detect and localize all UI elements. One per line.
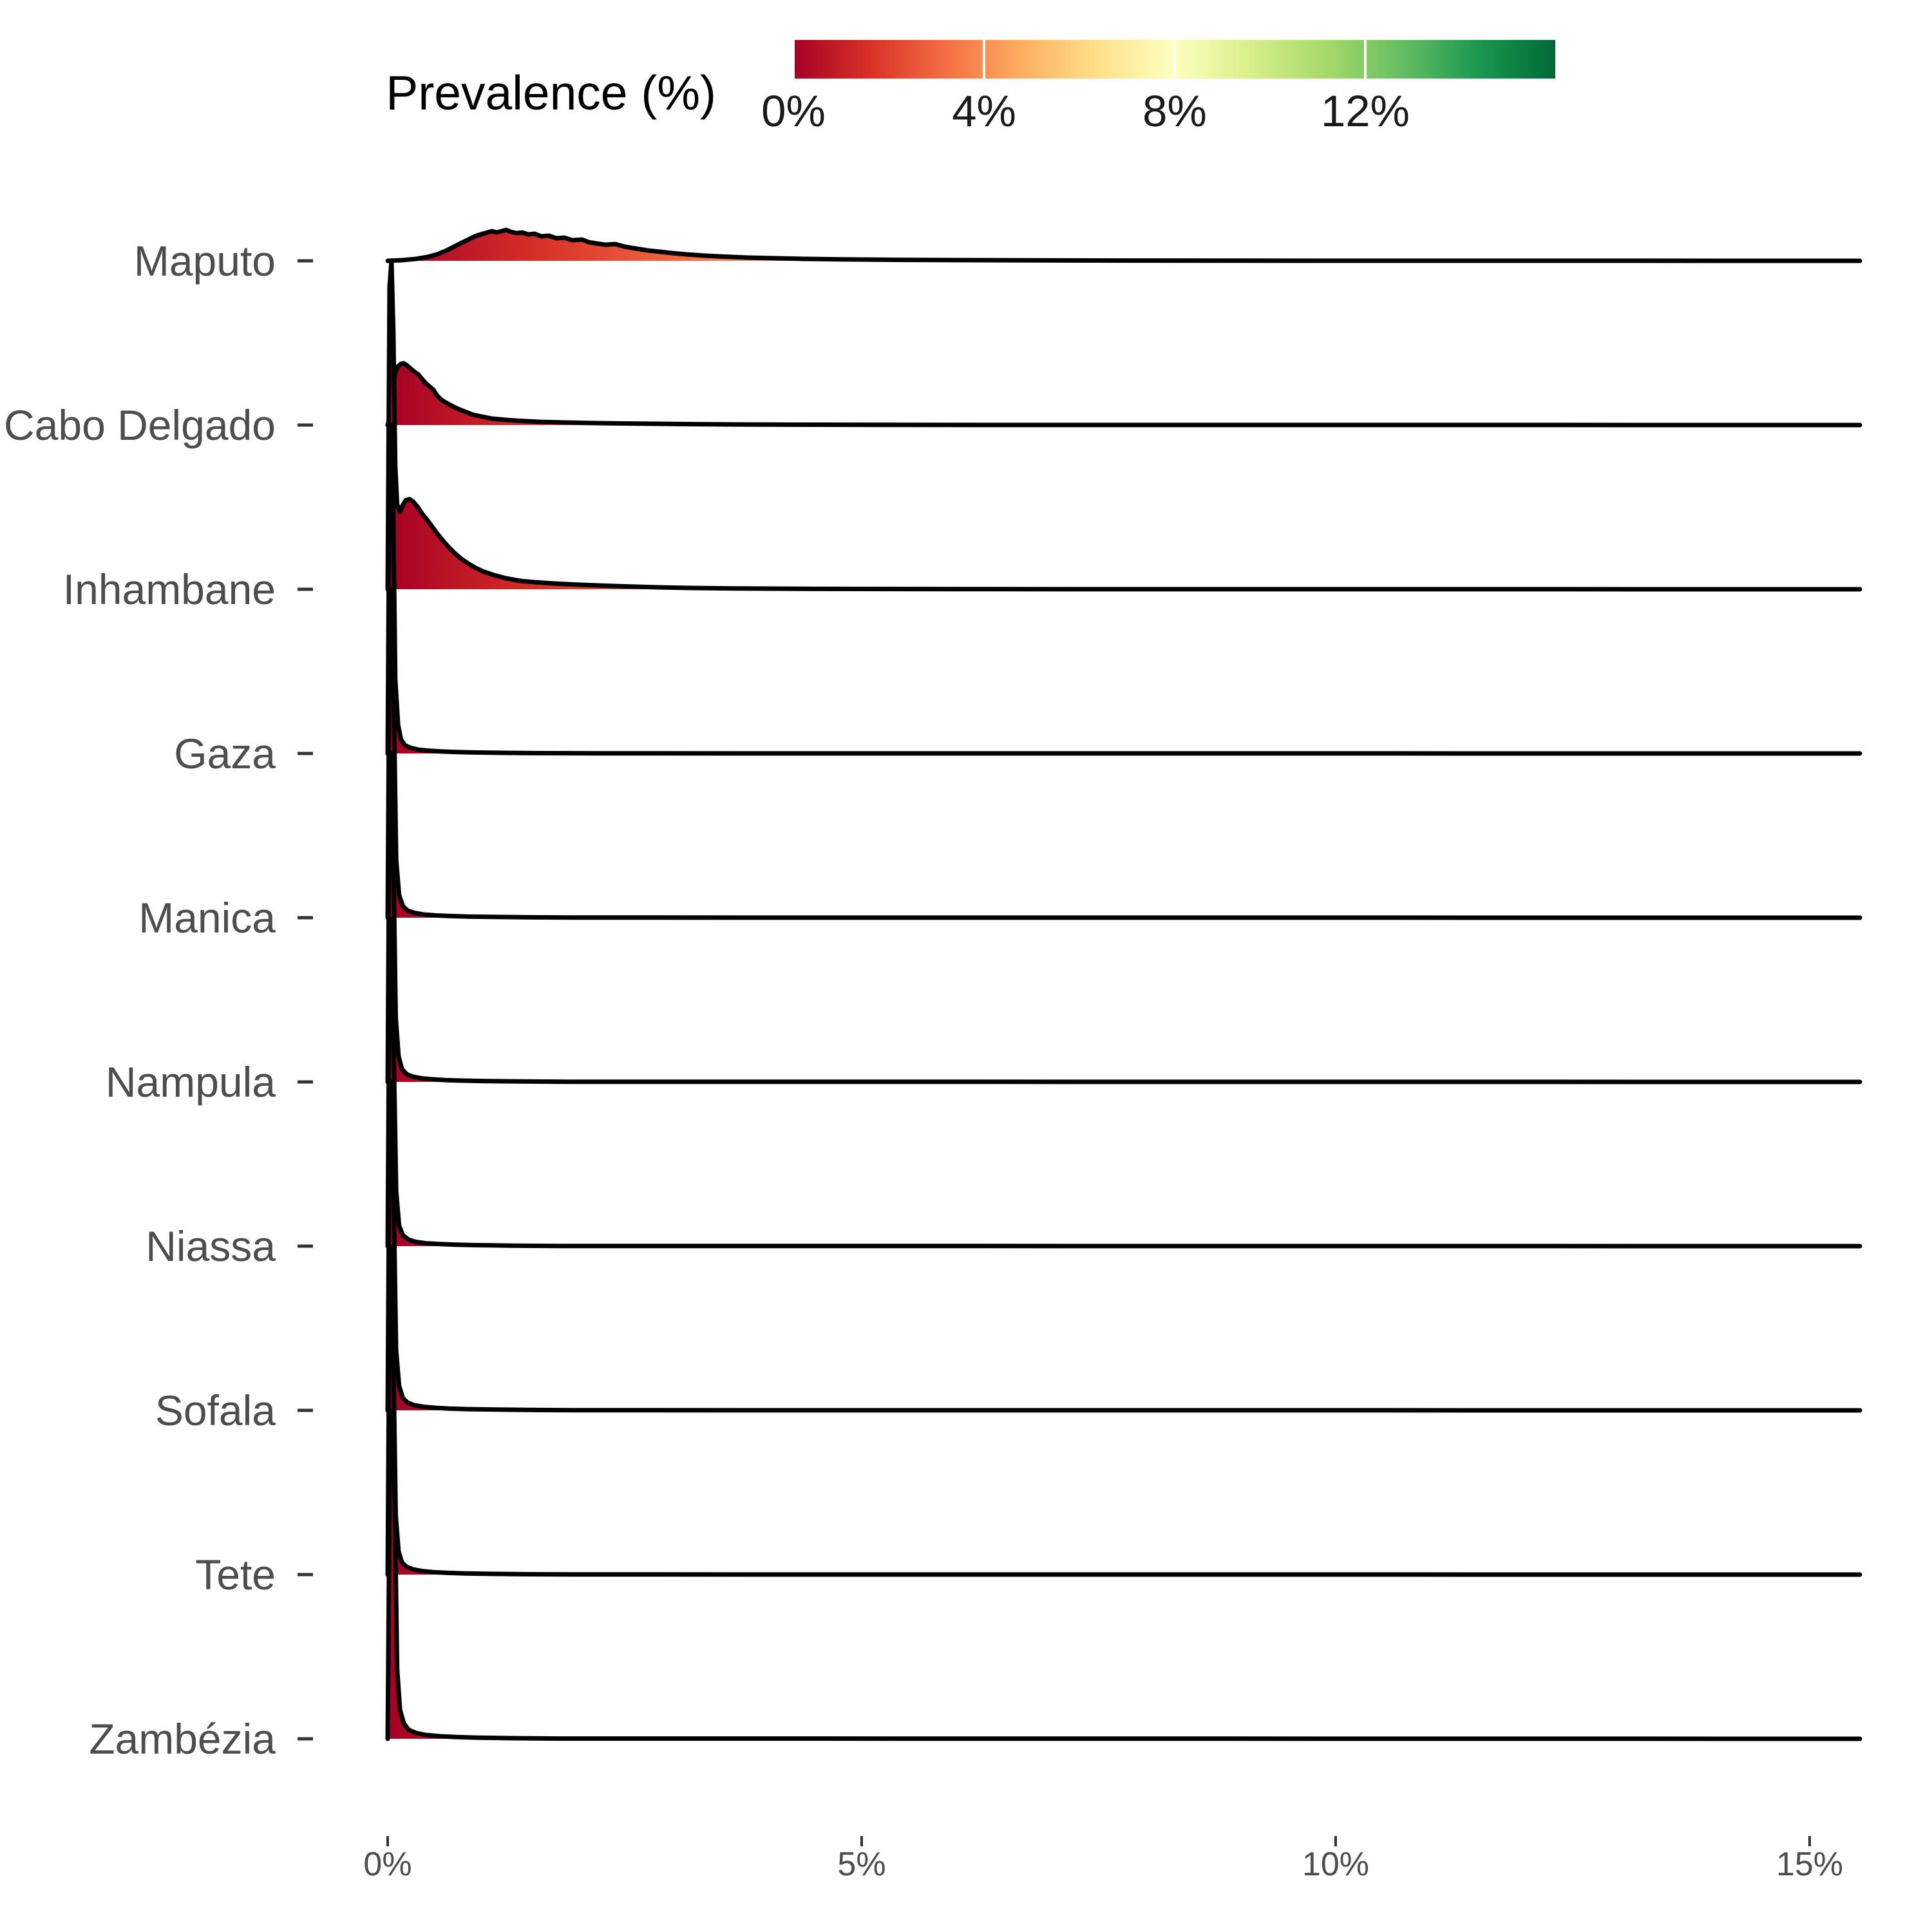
- ridge-sofala: [385, 1079, 1862, 1413]
- y-axis-label-cabo-delgado: Cabo Delgado: [4, 401, 276, 449]
- ridge-maputo: [385, 227, 1862, 263]
- x-axis-tick-label: 10%: [1302, 1846, 1369, 1883]
- x-axis-tick-label: 5%: [837, 1846, 886, 1883]
- ridges-plot-area: [385, 227, 1862, 1741]
- legend-tick-label: 8%: [1142, 86, 1207, 136]
- y-axis-label-gaza: Gaza: [174, 730, 276, 777]
- y-axis-label-inhambane: Inhambane: [63, 565, 276, 613]
- y-axis-label-niassa: Niassa: [146, 1222, 276, 1270]
- legend-tick-labels: 0% 4% 8% 12%: [761, 86, 1410, 136]
- y-axis-label-maputo: Maputo: [134, 237, 276, 285]
- y-axis-label-sofala: Sofala: [155, 1387, 276, 1434]
- ridge-zambezia: [385, 1408, 1862, 1741]
- ridge-gaza: [385, 422, 1862, 756]
- ridge-nampula: [385, 751, 1862, 1084]
- x-axis-tick-label: 0%: [363, 1846, 412, 1883]
- x-axis: 0% 5% 10% 15%: [363, 1836, 1843, 1883]
- y-axis-label-manica: Manica: [138, 894, 276, 942]
- legend-tick-label: 4%: [952, 86, 1016, 136]
- y-axis-label-tete: Tete: [195, 1551, 276, 1598]
- legend-colorbar: [792, 40, 1555, 79]
- legend-tick-label: 12%: [1321, 86, 1410, 136]
- x-axis-tick-label: 15%: [1776, 1846, 1843, 1883]
- legend-tick-label: 0%: [761, 86, 826, 136]
- ridge-niassa: [385, 916, 1862, 1249]
- ridge-manica: [385, 587, 1862, 920]
- legend: Prevalence (%) 0% 4% 8% 12%: [386, 40, 1555, 136]
- y-axis-label-nampula: Nampula: [106, 1058, 276, 1106]
- y-axis-label-zambezia: Zambézia: [89, 1715, 276, 1763]
- legend-title: Prevalence (%): [386, 66, 716, 120]
- y-axis: Maputo Cabo Delgado Inhambane Gaza Manica Nam…: [4, 237, 313, 1763]
- ridge-cabo-delgado: [385, 361, 1862, 428]
- ridge-inhambane: [385, 258, 1862, 592]
- ridge-tete: [385, 1245, 1862, 1577]
